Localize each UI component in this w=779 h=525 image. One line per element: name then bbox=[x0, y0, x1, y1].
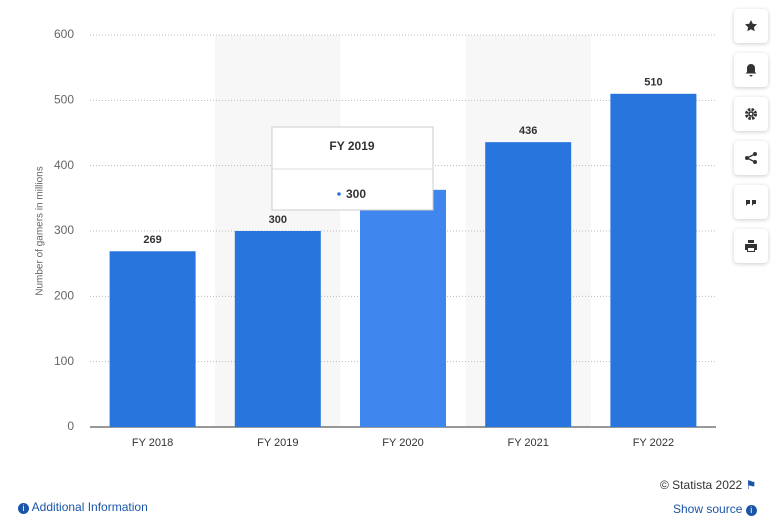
y-tick-label: 400 bbox=[54, 158, 74, 172]
show-source-text: Show source bbox=[673, 502, 743, 516]
y-tick-label: 100 bbox=[54, 354, 74, 368]
show-source[interactable]: Show source i bbox=[673, 502, 757, 516]
copyright[interactable]: © Statista 2022 ⚑ bbox=[660, 478, 757, 492]
print-button[interactable] bbox=[734, 229, 768, 263]
tooltip-dot bbox=[337, 192, 341, 196]
additional-info[interactable]: i Additional Information bbox=[18, 500, 148, 514]
bar bbox=[610, 93, 697, 428]
tooltip-value: 300 bbox=[346, 187, 366, 201]
share-button[interactable] bbox=[734, 141, 768, 175]
cite-button[interactable] bbox=[734, 185, 768, 219]
y-axis-label: Number of gamers in millions bbox=[35, 166, 46, 296]
value-label: 300 bbox=[269, 214, 287, 226]
value-label: 269 bbox=[143, 234, 161, 246]
y-tick-label: 500 bbox=[54, 93, 74, 107]
y-tick-label: 200 bbox=[54, 289, 74, 303]
y-tick-label: 300 bbox=[54, 223, 74, 237]
value-label: 436 bbox=[519, 125, 537, 137]
notification-button[interactable] bbox=[734, 53, 768, 87]
bar bbox=[234, 231, 321, 427]
x-tick-label: FY 2019 bbox=[257, 437, 298, 449]
bar bbox=[109, 251, 196, 427]
value-label: 510 bbox=[644, 77, 662, 89]
settings-button[interactable] bbox=[734, 97, 768, 131]
x-tick-label: FY 2018 bbox=[132, 437, 173, 449]
copyright-text: © Statista 2022 bbox=[660, 478, 743, 492]
x-tick-label: FY 2022 bbox=[633, 437, 674, 449]
bar bbox=[485, 142, 572, 427]
chart: Number of gamers in millions 0 100 200 300 4… bbox=[35, 27, 716, 449]
y-tick-label: 0 bbox=[67, 419, 74, 433]
bar bbox=[360, 189, 446, 427]
y-tick-label: 600 bbox=[54, 27, 74, 41]
tooltip: FY 2019 300 bbox=[271, 126, 434, 211]
x-tick-label: FY 2020 bbox=[382, 437, 423, 449]
favorite-button[interactable] bbox=[734, 9, 768, 43]
additional-info-text: Additional Information bbox=[31, 500, 148, 514]
x-tick-label: FY 2021 bbox=[508, 437, 549, 449]
tooltip-title: FY 2019 bbox=[329, 139, 374, 153]
